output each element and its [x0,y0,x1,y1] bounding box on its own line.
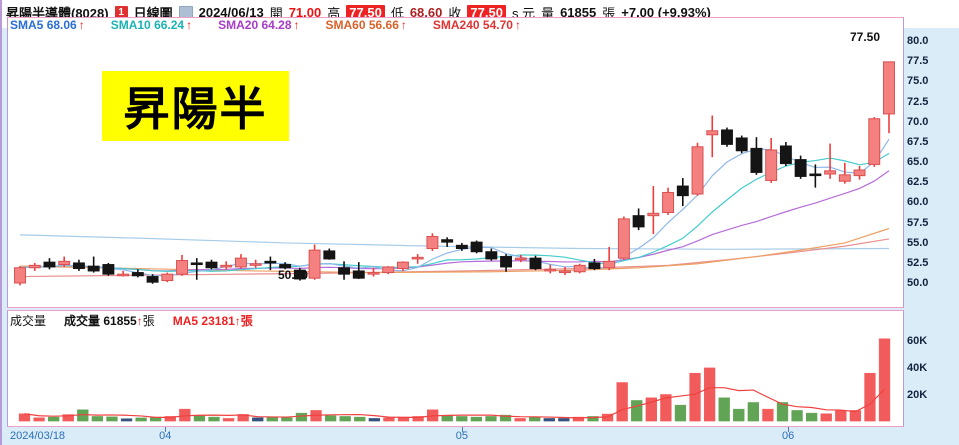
time-tick-mark [788,427,790,432]
sma20-legend[interactable]: SMA20 64.28 ↑ [218,18,299,32]
up-arrow-icon: ↑ [293,18,300,32]
price-tick-label: 52.5 [907,256,929,269]
up-arrow-icon: ↑ [400,18,407,32]
price-tick-label: 72.5 [907,95,929,108]
sma10-label: SMA10 [110,18,151,32]
volume-current-unit: 張 [142,314,155,328]
volume-current: 成交量 61855↑張 [64,312,155,329]
up-arrow-icon: ↑ [514,18,521,32]
volume-tick-label: 40K [907,361,928,374]
price-tick-label: 57.5 [907,216,929,229]
sma10-value: 66.24 [154,18,185,32]
up-arrow-icon: ↑ [186,18,193,32]
time-axis: 2024/03/18 04 05 06 [2,427,959,445]
alert-badge[interactable]: 1 [114,6,128,19]
time-tick-mark [461,427,463,432]
up-arrow-icon: ↑ [78,18,85,32]
volume-chart-panel[interactable] [7,310,904,427]
time-tick-mark [165,427,167,432]
sma5-value: 68.06 [46,18,77,32]
open-value: 71.00 [288,5,322,20]
price-tick-label: 62.5 [907,176,929,189]
price-tick-label: 70.0 [907,115,929,128]
sma5-label: SMA5 [10,18,44,32]
sma60-value: 56.66 [368,18,399,32]
volume-header-row: 成交量 成交量 61855↑張 MA5 23181↑張 [10,312,253,329]
sma20-value: 64.28 [261,18,292,32]
high-value: 77.50 [346,5,385,20]
sma20-label: SMA20 [218,18,259,32]
time-tick-label: 06 [782,430,795,442]
price-tick-label: 75.0 [907,75,929,88]
sma10-legend[interactable]: SMA10 66.24 ↑ [111,18,192,32]
sma240-legend[interactable]: SMA240 54.70 ↑ [433,18,521,32]
sma60-label: SMA60 [325,18,366,32]
price-tick-label: 60.0 [907,196,929,209]
price-tick-label: 67.5 [907,135,929,148]
price-tick-label: 77.5 [907,55,929,68]
quote-date: 2024/06/13 [198,5,264,20]
volume-ma5-value: MA5 23181 [172,314,235,328]
volume-ma5: MA5 23181↑張 [173,312,253,329]
change-value: +7.00 (+9.93%) [621,5,711,20]
close-value: 77.50 [467,5,506,20]
stock-watermark: 昇陽半 [102,71,289,141]
volume-value: 61855 [560,5,597,20]
low-price-annotation: 50.20 [278,268,309,282]
price-tick-label: 65.0 [907,156,929,168]
sma60-legend[interactable]: SMA60 56.66 ↑ [326,18,407,32]
time-tick-label: 04 [159,430,172,442]
price-tick-label: 80.0 [907,35,929,47]
volume-ma5-unit: 張 [240,314,253,328]
up-arrow-icon: ↑ [234,314,241,328]
time-tick-label: 2024/03/18 [10,430,66,442]
price-chart-panel[interactable] [7,17,904,308]
sma-legend-row: SMA5 68.06 ↑ SMA10 66.24 ↑ SMA20 64.28 ↑ SM… [10,18,521,32]
volume-current-value: 成交量 61855 [64,314,137,328]
price-axis: 80.0 77.5 75.0 72.5 70.0 67.5 65.0 62.5 60.0 57.5… [907,0,959,445]
sma240-value: 54.70 [482,18,513,32]
sma5-legend[interactable]: SMA5 68.06 ↑ [10,18,85,32]
up-arrow-icon: ↑ [136,314,143,328]
time-tick-label: 05 [455,430,469,442]
price-tick-label: 50.0 [907,277,929,289]
volume-panel-title[interactable]: 成交量 [10,314,47,328]
volume-tick-label: 20K [907,388,928,401]
price-tick-label: 55.0 [907,236,929,249]
sma240-label: SMA240 [432,18,480,32]
low-value: 68.60 [409,5,443,20]
high-price-annotation: 77.50 [850,30,881,44]
volume-tick-label: 60K [907,334,928,347]
